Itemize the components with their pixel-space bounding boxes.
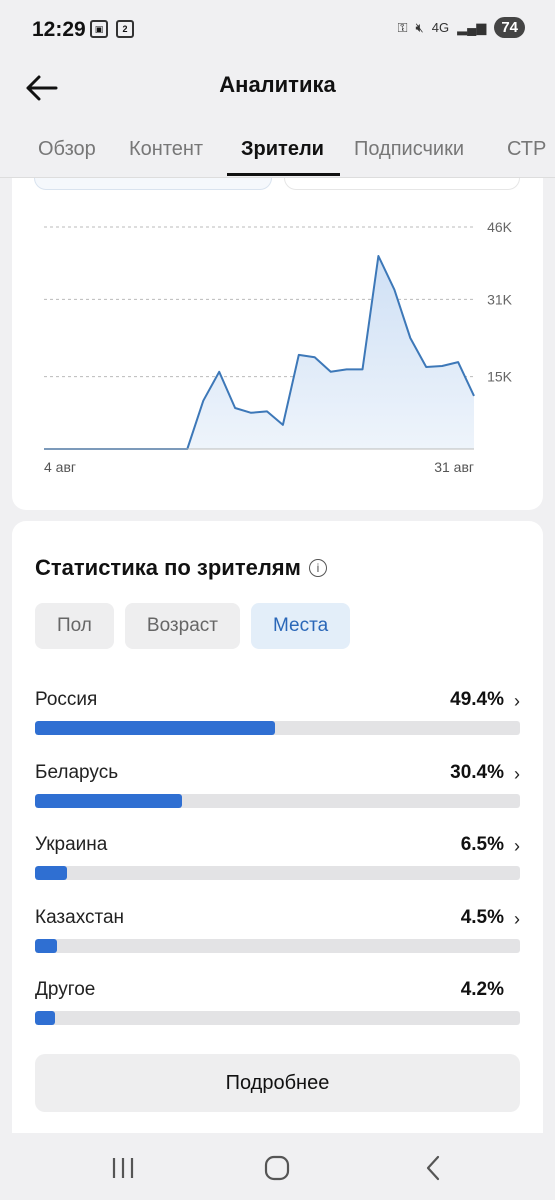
app-bar: Аналитика (0, 60, 555, 116)
y-tick-label: 46K (487, 219, 513, 235)
location-row: Другое 4.2% (35, 979, 520, 1039)
chart-area (44, 256, 474, 449)
location-row[interactable]: Беларусь 30.4% › (35, 762, 520, 822)
location-name: Россия (35, 689, 98, 710)
filter-locations[interactable]: Места (250, 603, 351, 649)
location-percent: 4.5% (460, 906, 504, 928)
location-name: Казахстан (35, 906, 125, 928)
status-time: 12:29 (32, 18, 86, 41)
filter-age[interactable]: Возраст (124, 603, 240, 649)
location-percent: 30.4% (450, 761, 504, 783)
tab-subscribers[interactable]: Подписчики (354, 138, 465, 160)
chevron-right-icon: › (514, 763, 520, 784)
notification-badge-icon: 2 (116, 20, 134, 38)
location-row[interactable]: Россия 49.4% › (35, 689, 520, 749)
chart-card: 46K 31K 15K 4 авг 31 авг (12, 178, 543, 510)
active-tab-indicator (227, 173, 340, 176)
location-percent: 49.4% (450, 689, 504, 710)
network-label: 4G (431, 20, 450, 35)
chevron-right-icon: › (514, 836, 520, 856)
location-bar-fill (35, 793, 183, 808)
mute-icon: 🔇︎ (415, 19, 424, 35)
arrow-left-icon[interactable] (22, 68, 62, 108)
system-nav-bar (0, 1133, 555, 1200)
tab-ctr[interactable]: СТР (507, 138, 547, 160)
more-details-button[interactable]: Подробнее (35, 1054, 520, 1112)
back-icon[interactable] (418, 1153, 448, 1183)
location-bar-fill (35, 866, 67, 880)
page-title: Аналитика (219, 72, 336, 97)
x-label-end: 31 авг (434, 459, 474, 475)
location-bar-track (35, 866, 520, 880)
location-bar-track (35, 1011, 520, 1025)
status-bar: 12:29 ▣ 2 ⚿ 🔇︎ 4G ▂▄▆ 74 (0, 0, 555, 60)
tab-viewers[interactable]: Зрители (241, 138, 324, 160)
status-left-icons: ▣ 2 (90, 20, 134, 38)
location-name: Украина (35, 834, 108, 855)
audience-card: Статистика по зрителям i Пол Возраст Мес… (12, 521, 543, 1133)
tab-content[interactable]: Контент (129, 138, 204, 160)
battery-indicator: 74 (494, 17, 525, 38)
location-percent: 6.5% (460, 834, 504, 855)
location-bar-fill (35, 938, 57, 953)
key-icon: ⚿ (397, 19, 408, 35)
location-bar-track (35, 793, 520, 808)
signal-icon: ▂▄▆ (457, 19, 487, 35)
recents-icon[interactable] (108, 1153, 138, 1183)
location-row[interactable]: Украина 6.5% › (35, 834, 520, 894)
location-bar-fill (35, 1011, 56, 1025)
home-icon[interactable] (262, 1153, 292, 1183)
screenshot-icon: ▣ (90, 20, 108, 38)
y-tick-label: 31K (487, 291, 513, 307)
tab-overview[interactable]: Обзор (38, 138, 96, 160)
audience-filters: Пол Возраст Места (35, 603, 351, 649)
chevron-right-icon: › (514, 908, 520, 929)
location-percent: 4.2% (460, 979, 504, 1000)
filter-gender[interactable]: Пол (35, 603, 114, 649)
location-name: Беларусь (35, 761, 119, 783)
location-name: Другое (35, 979, 96, 1000)
location-row[interactable]: Казахстан 4.5% › (35, 907, 520, 967)
location-bar-fill (35, 721, 275, 735)
location-bar-track (35, 938, 520, 953)
location-bar-track (35, 721, 520, 735)
x-label-start: 4 авг (44, 459, 76, 475)
viewers-chart: 46K 31K 15K 4 авг 31 авг (44, 219, 513, 475)
tab-bar: Обзор Контент Зрители Подписчики СТР (0, 118, 555, 178)
audience-title-text: Статистика по зрителям (35, 555, 301, 580)
info-icon[interactable]: i (308, 559, 327, 577)
chevron-right-icon: › (514, 691, 520, 711)
audience-title: Статистика по зрителям i (35, 555, 327, 581)
y-tick-label: 15K (487, 369, 513, 385)
status-right-icons: ⚿ 🔇︎ 4G ▂▄▆ 74 (398, 17, 525, 38)
